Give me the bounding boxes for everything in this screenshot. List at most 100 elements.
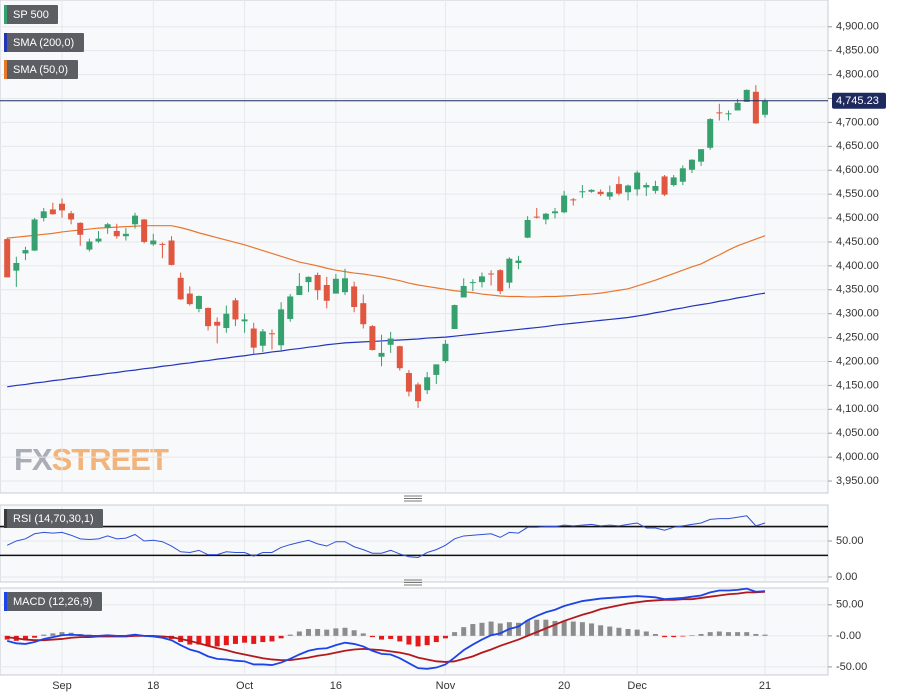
candle-body [405, 372, 412, 392]
watermark-part: FX [14, 442, 53, 477]
histogram-bar [744, 632, 750, 636]
histogram-bar [689, 635, 695, 636]
candle-body [588, 189, 595, 192]
candle-body [305, 276, 312, 283]
histogram-bar [470, 624, 476, 636]
histogram-bar [342, 627, 348, 636]
candle-body [725, 113, 732, 115]
histogram-bar [388, 635, 394, 639]
x-tick-label: 20 [558, 680, 570, 692]
candle-body [698, 149, 705, 162]
y-tick-label: 4,350.00 [836, 284, 879, 296]
legend-box [4, 592, 102, 611]
legend-swatch [4, 5, 7, 24]
legend-item[interactable]: MACD (12,26,9) [4, 592, 102, 611]
legend-box [4, 33, 84, 52]
legend-item[interactable]: SMA (50,0) [4, 60, 78, 79]
candle-body [323, 284, 330, 301]
candle-body [296, 285, 303, 296]
macd-line [6, 587, 766, 670]
histogram-bar [397, 635, 403, 642]
candle-body [4, 239, 11, 278]
legend-item[interactable]: SMA (200,0) [4, 33, 84, 52]
x-tick-label: Sep [52, 680, 72, 692]
price-label: 4,745.23 [836, 95, 879, 107]
candle-body [22, 250, 29, 254]
histogram-bar [214, 635, 220, 647]
histogram-bar [424, 635, 430, 646]
candle-body [506, 258, 513, 283]
candle-body [369, 326, 376, 351]
histogram-bar [333, 628, 339, 636]
y-tick-label: 4,000.00 [836, 451, 879, 463]
histogram-bar [287, 634, 293, 636]
histogram-bar [433, 635, 439, 643]
candle-body [95, 238, 102, 242]
x-tick-label: Oct [236, 680, 253, 692]
legend-swatch [4, 60, 7, 79]
y-tick-label: 4,550.00 [836, 188, 879, 200]
candle-body [561, 195, 568, 213]
candle-body [250, 328, 257, 348]
histogram-bar [552, 620, 558, 636]
candle-body [177, 277, 184, 300]
y-tick-label: 4,050.00 [836, 427, 879, 439]
legend-item[interactable]: RSI (14,70,30,1) [4, 509, 103, 528]
panel-grip[interactable] [404, 495, 422, 502]
x-tick-label: 16 [330, 680, 342, 692]
candle-body [451, 305, 458, 329]
histogram-bar [205, 635, 211, 647]
legend-label: SP 500 [13, 9, 49, 21]
y-tick-label: 4,500.00 [836, 212, 879, 224]
histogram-bar [479, 622, 485, 636]
histogram-bar [579, 622, 585, 636]
y-tick-label: 4,100.00 [836, 403, 879, 415]
candle-body [734, 102, 741, 111]
y-tick-label: 4,850.00 [836, 45, 879, 57]
y-tick-label: 4,400.00 [836, 260, 879, 272]
candle-body [113, 230, 120, 237]
candle-body [707, 119, 714, 148]
histogram-bar [561, 620, 567, 636]
rsi-line [6, 515, 766, 559]
candle-body [205, 307, 212, 327]
candle-body [433, 364, 440, 375]
candle-body [86, 241, 93, 250]
candle-body [77, 222, 84, 235]
candle-body [287, 296, 294, 319]
panel-grip[interactable] [404, 579, 422, 586]
histogram-bar [662, 635, 668, 638]
candle-body [634, 172, 641, 190]
sma-line [7, 225, 766, 298]
y-tick-label: 4,800.00 [836, 69, 879, 81]
histogram-bar [589, 623, 595, 636]
watermark: FXSTREET [14, 442, 169, 477]
candle-body [752, 91, 759, 124]
candle-body [314, 274, 321, 291]
histogram-bar [296, 631, 302, 636]
histogram-bar [59, 632, 65, 636]
histogram-bar [625, 629, 631, 636]
legend-item[interactable]: SP 500 [4, 5, 58, 24]
candle-body [396, 346, 403, 369]
histogram-bar [598, 625, 604, 636]
candle-body [68, 213, 75, 220]
legend-label: MACD (12,26,9) [13, 596, 92, 608]
histogram-bar [607, 626, 613, 636]
x-tick-label: Nov [436, 680, 456, 692]
candle-body [497, 270, 504, 292]
candle-body [159, 243, 166, 245]
candle-body [469, 282, 476, 284]
histogram-bar [232, 635, 238, 644]
histogram-bar [698, 633, 704, 636]
y-tick-label: 4,450.00 [836, 236, 879, 248]
x-tick-label: Dec [627, 680, 647, 692]
candle-body [268, 333, 275, 335]
histogram-bar [369, 635, 375, 638]
candle-body [186, 293, 193, 305]
y-tick-label: 50.00 [836, 535, 864, 547]
histogram-bar [260, 635, 266, 643]
candle-body [168, 240, 175, 265]
